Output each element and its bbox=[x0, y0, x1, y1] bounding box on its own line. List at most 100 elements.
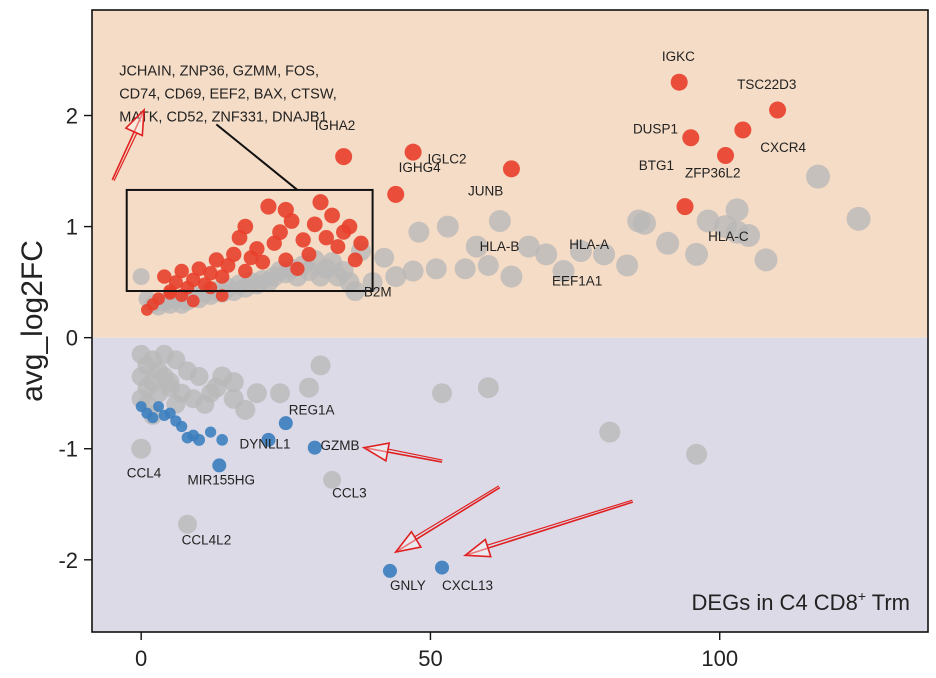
arrow-head bbox=[393, 530, 423, 554]
background-point bbox=[500, 265, 523, 288]
annotation-arrow bbox=[393, 485, 501, 554]
gene-label-dusp1: DUSP1 bbox=[633, 121, 678, 136]
upregulated-point bbox=[347, 252, 363, 268]
background-point bbox=[725, 198, 749, 222]
gene-label-dynll1: DYNLL1 bbox=[240, 437, 291, 452]
gene-label-cxcr4: CXCR4 bbox=[760, 140, 806, 155]
upregulated-point bbox=[290, 261, 305, 277]
upregulated-point bbox=[208, 252, 225, 268]
background-point bbox=[696, 209, 720, 233]
gene-label-ccl4l2: CCL4L2 bbox=[182, 532, 232, 547]
upregulated-point bbox=[278, 252, 294, 268]
gene-point-mir155hg bbox=[212, 458, 227, 473]
background-point bbox=[189, 367, 209, 387]
gene-label-tsc22d3: TSC22D3 bbox=[737, 77, 796, 92]
background-point bbox=[656, 231, 680, 255]
gene-point-btg1 bbox=[676, 198, 694, 216]
gene-label-hla-c: HLA-C bbox=[708, 229, 749, 244]
background-point bbox=[206, 377, 227, 398]
gene-label-gzmb: GZMB bbox=[321, 438, 360, 453]
gene-point-dusp1 bbox=[682, 129, 700, 147]
gene-label-btg1: BTG1 bbox=[639, 158, 674, 173]
background-point bbox=[686, 443, 708, 465]
background-point bbox=[154, 344, 174, 364]
upregulated-point bbox=[186, 272, 201, 288]
background-point bbox=[408, 221, 430, 243]
background-point bbox=[454, 258, 476, 280]
background-point bbox=[432, 383, 453, 404]
background-point bbox=[846, 206, 871, 231]
downregulated-point bbox=[147, 412, 159, 424]
gene-point-gzmb bbox=[307, 440, 322, 455]
gene-label-mir155hg: MIR155HG bbox=[187, 472, 255, 487]
upregulated-point bbox=[168, 275, 183, 290]
arrow-shaft bbox=[397, 486, 501, 552]
arrow-shaft bbox=[486, 499, 633, 546]
upregulated-point bbox=[163, 286, 177, 300]
background-point bbox=[552, 260, 575, 283]
gene-point-dynll1 bbox=[261, 432, 276, 447]
gene-label-hla-b: HLA-B bbox=[480, 239, 520, 254]
upregulated-point bbox=[238, 263, 253, 279]
y-tick-label: -2 bbox=[58, 548, 78, 573]
upregulated-point bbox=[186, 294, 200, 308]
y-tick-label: -1 bbox=[58, 437, 78, 462]
downregulated-points bbox=[135, 401, 228, 446]
upregulated-point bbox=[226, 246, 242, 263]
gene-label-ccl4: CCL4 bbox=[127, 466, 162, 481]
upregulated-point bbox=[353, 235, 369, 251]
background-point bbox=[385, 266, 407, 288]
annotation-arrow bbox=[111, 107, 146, 182]
background-point bbox=[465, 235, 488, 258]
upregulated-point bbox=[237, 218, 254, 235]
upregulated-point bbox=[312, 194, 329, 211]
gene-point-tsc22d3 bbox=[769, 101, 787, 119]
boxed-gene-line: JCHAIN, ZNP36, GZMM, FOS, bbox=[119, 64, 319, 80]
upregulated-points bbox=[141, 194, 369, 316]
downregulated-point bbox=[193, 433, 206, 446]
gene-label-zfp36l2: ZFP36L2 bbox=[685, 166, 741, 181]
upregulated-point bbox=[174, 263, 189, 279]
gene-point-zfp36l2 bbox=[717, 147, 735, 165]
background-point bbox=[310, 355, 331, 376]
downregulated-point bbox=[153, 401, 164, 412]
background-point bbox=[569, 240, 592, 263]
upregulated-point bbox=[324, 207, 340, 224]
background-point bbox=[599, 421, 621, 443]
upregulated-point bbox=[295, 232, 311, 248]
arrow-shaft bbox=[467, 501, 634, 556]
y-axis-title: avg_log2FC bbox=[16, 240, 49, 402]
boxed-gene-region bbox=[125, 188, 374, 293]
x-tick-label: 100 bbox=[701, 646, 738, 671]
annotation-arrow bbox=[361, 442, 443, 463]
gene-point-gnly bbox=[382, 563, 397, 578]
background-point bbox=[323, 470, 342, 489]
gene-label-reg1a: REG1A bbox=[289, 402, 335, 417]
gene-point-igha2 bbox=[335, 148, 353, 166]
arrow-shaft bbox=[111, 112, 144, 181]
downregulated-point bbox=[204, 426, 217, 438]
x-tick-label: 0 bbox=[135, 646, 147, 671]
background-point bbox=[270, 383, 291, 404]
gene-label-cxcl13: CXCL13 bbox=[442, 578, 493, 593]
upregulated-point bbox=[318, 230, 334, 246]
boxed-gene-line: CD74, CD69, EEF2, BAX, CTSW, bbox=[119, 87, 337, 103]
background-point bbox=[517, 235, 540, 258]
background-point bbox=[374, 247, 395, 268]
gene-point-igkc bbox=[670, 73, 688, 91]
gene-labels: IGKC TSC22D3 DUSP1 CXCR4 ZFP36L2 BTG1 IGHA2 IGL… bbox=[127, 49, 807, 593]
gene-label-hla-a: HLA-A bbox=[569, 237, 609, 252]
background-point bbox=[488, 210, 511, 233]
upregulated-point bbox=[283, 213, 300, 229]
labeled-gene-points bbox=[212, 73, 787, 578]
upregulated-point bbox=[249, 241, 265, 257]
upregulated-point bbox=[272, 224, 288, 241]
background-point bbox=[235, 399, 256, 420]
gene-label-ccl3: CCL3 bbox=[332, 486, 367, 501]
x-axis-ticks: 0 50 100 bbox=[135, 632, 738, 671]
gene-label-ighg4: IGHG4 bbox=[399, 160, 442, 175]
background-point bbox=[593, 243, 616, 266]
arrow-head bbox=[462, 538, 492, 558]
arrow-head bbox=[361, 442, 391, 463]
